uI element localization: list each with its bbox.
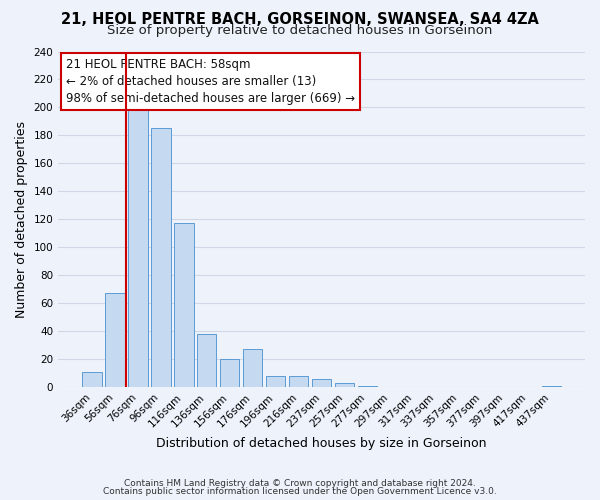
Bar — [82, 372, 101, 387]
Bar — [151, 128, 170, 387]
Bar — [542, 386, 561, 387]
Bar — [197, 334, 217, 387]
Bar — [243, 349, 262, 387]
Text: 21 HEOL PENTRE BACH: 58sqm
← 2% of detached houses are smaller (13)
98% of semi-: 21 HEOL PENTRE BACH: 58sqm ← 2% of detac… — [66, 58, 355, 105]
Bar — [312, 378, 331, 387]
Text: 21, HEOL PENTRE BACH, GORSEINON, SWANSEA, SA4 4ZA: 21, HEOL PENTRE BACH, GORSEINON, SWANSEA… — [61, 12, 539, 28]
Bar — [358, 386, 377, 387]
Bar — [220, 359, 239, 387]
Bar — [174, 224, 194, 387]
Bar — [335, 383, 355, 387]
Bar — [266, 376, 286, 387]
Text: Contains public sector information licensed under the Open Government Licence v3: Contains public sector information licen… — [103, 487, 497, 496]
Bar — [128, 108, 148, 387]
X-axis label: Distribution of detached houses by size in Gorseinon: Distribution of detached houses by size … — [157, 437, 487, 450]
Y-axis label: Number of detached properties: Number of detached properties — [15, 120, 28, 318]
Bar — [105, 294, 125, 387]
Bar — [289, 376, 308, 387]
Text: Contains HM Land Registry data © Crown copyright and database right 2024.: Contains HM Land Registry data © Crown c… — [124, 478, 476, 488]
Text: Size of property relative to detached houses in Gorseinon: Size of property relative to detached ho… — [107, 24, 493, 37]
